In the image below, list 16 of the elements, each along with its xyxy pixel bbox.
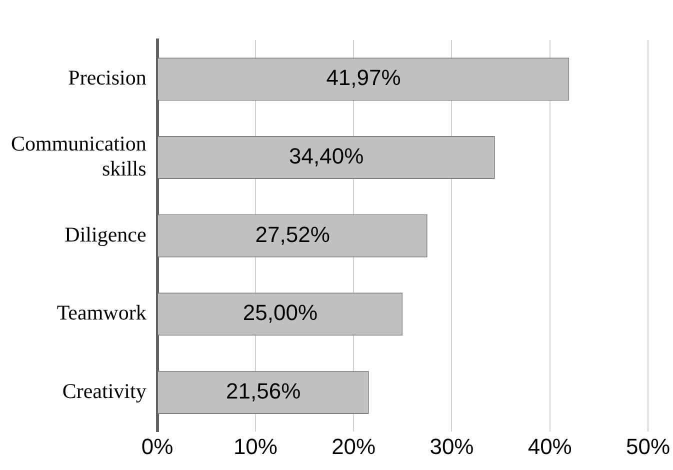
y-tick-label: Teamwork: [56, 300, 147, 325]
data-label: 27,52%: [255, 222, 330, 247]
y-tick-label: Creativity: [62, 378, 147, 403]
data-label: 25,00%: [242, 300, 318, 326]
x-tick-label: 0%: [141, 434, 174, 459]
x-tick-label: 50%: [626, 434, 670, 459]
x-tick-label: 20%: [332, 434, 376, 459]
data-label: 34,40%: [289, 144, 364, 169]
x-tick-label: 10%: [233, 434, 278, 459]
y-tick-label: Communication skills: [10, 131, 147, 181]
x-tick-label: 40%: [528, 434, 572, 459]
data-label: 21,56%: [226, 378, 301, 404]
y-tick-label: Diligence: [64, 222, 146, 246]
y-tick-label: Precision: [68, 66, 147, 90]
x-tick-label: 30%: [430, 434, 474, 459]
data-label: 41,97%: [326, 65, 401, 90]
